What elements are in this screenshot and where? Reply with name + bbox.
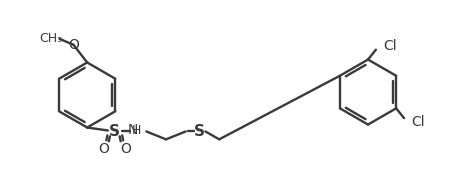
Text: S: S: [109, 124, 120, 139]
Text: N: N: [127, 124, 138, 138]
Text: CH₃: CH₃: [39, 32, 62, 45]
Text: S: S: [194, 124, 205, 139]
Text: O: O: [98, 142, 110, 156]
Text: O: O: [120, 142, 131, 156]
Text: H: H: [132, 124, 141, 137]
Text: Cl: Cl: [411, 115, 424, 129]
Text: O: O: [68, 38, 79, 52]
Text: Cl: Cl: [383, 39, 396, 53]
